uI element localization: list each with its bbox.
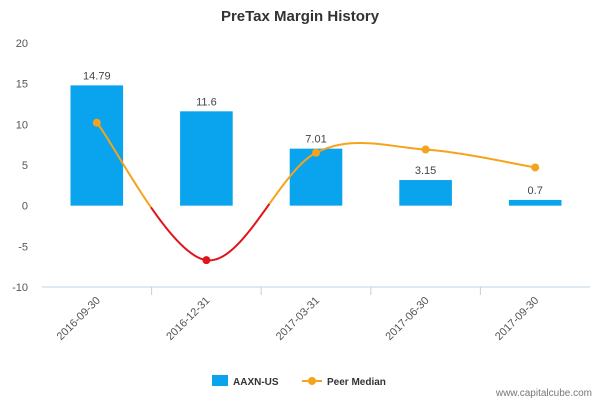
chart-title: PreTax Margin History	[221, 8, 380, 25]
y-tick-label: 5	[22, 160, 28, 172]
bar	[289, 148, 343, 206]
legend-label-aaxn-us[interactable]: AAXN-US	[233, 377, 279, 388]
peer-median-point	[312, 148, 320, 157]
y-tick-label: -5	[18, 241, 28, 253]
x-tick-label: 2017-06-30	[383, 295, 431, 343]
legend-label-peer-median[interactable]: Peer Median	[327, 377, 386, 388]
x-tick-label: 2017-09-30	[493, 295, 541, 343]
bar	[70, 85, 124, 206]
peer-median-line	[96, 122, 152, 208]
legend-marker-peer-median	[308, 377, 316, 385]
plot-area: 20 15 10 5 0 -5 -10 2016-09-30 2016-12-31 2017-03…	[12, 38, 590, 343]
peer-median-point	[202, 256, 211, 265]
peer-median-line	[150, 203, 271, 262]
peer-median-point	[92, 118, 101, 127]
legend: AAXN-US Peer Median	[212, 375, 386, 388]
x-tick-label: 2017-03-31	[274, 295, 322, 343]
legend-swatch-aaxn-us	[212, 375, 228, 386]
bar-data-label: 3.15	[415, 165, 436, 177]
bar	[180, 111, 233, 206]
peer-median-point	[421, 145, 430, 154]
y-tick-label: 0	[22, 201, 28, 213]
bar-data-label: 7.01	[305, 134, 326, 146]
bar-data-label: 0.7	[528, 185, 543, 197]
x-tick-label: 2016-09-30	[55, 295, 103, 343]
watermark: www.capitalcube.com	[495, 388, 592, 399]
x-tick-label: 2016-12-31	[164, 295, 212, 343]
bar-data-label: 14.79	[83, 70, 111, 82]
y-tick-label: 15	[16, 79, 28, 91]
peer-median-point	[531, 163, 540, 172]
y-tick-label: 20	[16, 38, 28, 50]
y-tick-label: 10	[16, 119, 28, 131]
y-tick-label: -10	[12, 282, 28, 294]
bar	[399, 180, 452, 206]
bar	[508, 199, 562, 206]
bar-data-label: 11.6	[196, 96, 217, 108]
